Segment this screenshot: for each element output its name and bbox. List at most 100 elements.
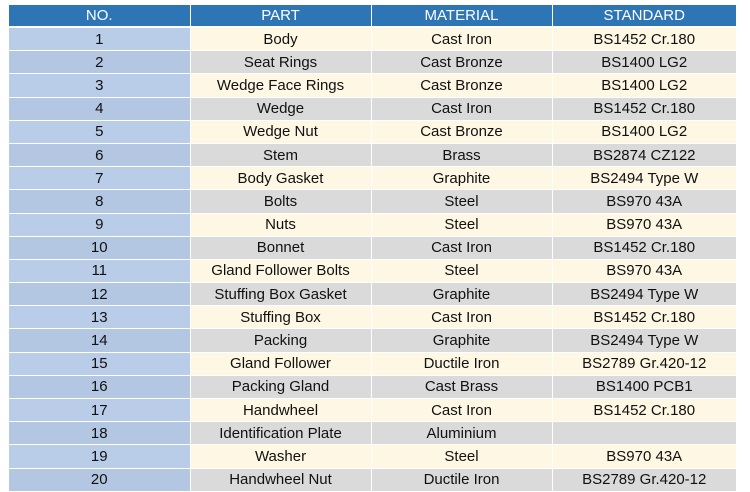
cell-material: Graphite bbox=[370, 166, 552, 191]
cell-no: 8 bbox=[9, 189, 190, 214]
table-row: 1 Body Cast Iron BS1452 Cr.180 bbox=[9, 27, 736, 52]
header-part: PART bbox=[189, 5, 371, 28]
cell-part: Body bbox=[189, 27, 371, 52]
table-row: 8 Bolts Steel BS970 43A bbox=[9, 189, 736, 214]
cell-no: 20 bbox=[9, 468, 190, 492]
cell-standard: BS970 43A bbox=[551, 213, 736, 237]
cell-no: 6 bbox=[9, 143, 190, 168]
cell-part: Wedge Face Rings bbox=[189, 73, 371, 98]
table-row: 3 Wedge Face Rings Cast Bronze BS1400 LG2 bbox=[9, 73, 736, 98]
table-header-row: NO. PART MATERIAL STANDARD bbox=[9, 5, 736, 28]
header-material: MATERIAL bbox=[370, 5, 552, 28]
table-row: 10 Bonnet Cast Iron BS1452 Cr.180 bbox=[9, 236, 736, 260]
cell-part: Packing bbox=[189, 328, 371, 353]
cell-no: 18 bbox=[9, 421, 190, 446]
cell-standard: BS970 43A bbox=[551, 189, 736, 214]
table-row: 5 Wedge Nut Cast Bronze BS1400 LG2 bbox=[9, 120, 736, 144]
cell-part: Gland Follower Bolts bbox=[189, 259, 371, 284]
cell-no: 9 bbox=[9, 213, 190, 237]
cell-no: 10 bbox=[9, 236, 190, 260]
cell-part: Identification Plate bbox=[189, 421, 371, 446]
cell-material: Cast Iron bbox=[370, 305, 552, 330]
header-no: NO. bbox=[9, 5, 190, 28]
cell-material: Ductile Iron bbox=[370, 468, 552, 492]
cell-part: Stuffing Box Gasket bbox=[189, 282, 371, 307]
cell-material: Cast Brass bbox=[370, 375, 552, 400]
cell-no: 19 bbox=[9, 444, 190, 469]
header-standard: STANDARD bbox=[551, 5, 736, 28]
cell-standard: BS970 43A bbox=[551, 444, 736, 469]
table-row: 7 Body Gasket Graphite BS2494 Type W bbox=[9, 166, 736, 191]
cell-no: 5 bbox=[9, 120, 190, 144]
cell-material: Graphite bbox=[370, 282, 552, 307]
cell-material: Cast Iron bbox=[370, 398, 552, 423]
cell-material: Steel bbox=[370, 213, 552, 237]
cell-standard: BS1452 Cr.180 bbox=[551, 236, 736, 260]
cell-part: Body Gasket bbox=[189, 166, 371, 191]
cell-part: Stem bbox=[189, 143, 371, 168]
cell-standard: BS1452 Cr.180 bbox=[551, 305, 736, 330]
cell-material: Cast Iron bbox=[370, 97, 552, 121]
cell-material: Graphite bbox=[370, 328, 552, 353]
table-row: 13 Stuffing Box Cast Iron BS1452 Cr.180 bbox=[9, 305, 736, 330]
cell-material: Brass bbox=[370, 143, 552, 168]
cell-material: Cast Bronze bbox=[370, 50, 552, 75]
table-row: 19 Washer Steel BS970 43A bbox=[9, 444, 736, 469]
table-row: 2 Seat Rings Cast Bronze BS1400 LG2 bbox=[9, 50, 736, 75]
cell-no: 1 bbox=[9, 27, 190, 52]
cell-no: 4 bbox=[9, 97, 190, 121]
cell-no: 11 bbox=[9, 259, 190, 284]
cell-material: Steel bbox=[370, 259, 552, 284]
cell-material: Aluminium bbox=[370, 421, 552, 446]
cell-part: Washer bbox=[189, 444, 371, 469]
cell-part: Nuts bbox=[189, 213, 371, 237]
cell-no: 16 bbox=[9, 375, 190, 400]
table-row: 15 Gland Follower Ductile Iron BS2789 Gr.42… bbox=[9, 352, 736, 376]
cell-standard: BS970 43A bbox=[551, 259, 736, 284]
bill-of-materials-table: NO. PART MATERIAL STANDARD 1 Body Cast Iro… bbox=[9, 5, 736, 492]
cell-no: 12 bbox=[9, 282, 190, 307]
cell-standard: BS2494 Type W bbox=[551, 328, 736, 353]
cell-part: Packing Gland bbox=[189, 375, 371, 400]
cell-standard: BS1452 Cr.180 bbox=[551, 97, 736, 121]
cell-standard: BS1452 Cr.180 bbox=[551, 398, 736, 423]
cell-no: 3 bbox=[9, 73, 190, 98]
cell-standard: BS2789 Gr.420-12 bbox=[551, 468, 736, 492]
cell-standard: BS2494 Type W bbox=[551, 282, 736, 307]
cell-material: Steel bbox=[370, 189, 552, 214]
cell-part: Stuffing Box bbox=[189, 305, 371, 330]
table-row: 17 Handwheel Cast Iron BS1452 Cr.180 bbox=[9, 398, 736, 423]
table-row: 6 Stem Brass BS2874 CZ122 bbox=[9, 143, 736, 168]
table-row: 12 Stuffing Box Gasket Graphite BS2494 Type… bbox=[9, 282, 736, 307]
cell-no: 2 bbox=[9, 50, 190, 75]
cell-no: 15 bbox=[9, 352, 190, 376]
cell-standard: BS2789 Gr.420-12 bbox=[551, 352, 736, 376]
table-row: 18 Identification Plate Aluminium bbox=[9, 421, 736, 446]
cell-part: Handwheel bbox=[189, 398, 371, 423]
table-row: 4 Wedge Cast Iron BS1452 Cr.180 bbox=[9, 97, 736, 121]
cell-standard: BS1400 LG2 bbox=[551, 50, 736, 75]
cell-part: Seat Rings bbox=[189, 50, 371, 75]
cell-no: 17 bbox=[9, 398, 190, 423]
cell-no: 14 bbox=[9, 328, 190, 353]
table-row: 11 Gland Follower Bolts Steel BS970 43A bbox=[9, 259, 736, 284]
cell-material: Cast Iron bbox=[370, 27, 552, 52]
table-body: 1 Body Cast Iron BS1452 Cr.180 2 Seat Rings Ca… bbox=[9, 27, 736, 492]
cell-part: Wedge bbox=[189, 97, 371, 121]
table-row: 16 Packing Gland Cast Brass BS1400 PCB1 bbox=[9, 375, 736, 400]
cell-material: Ductile Iron bbox=[370, 352, 552, 376]
table-row: 20 Handwheel Nut Ductile Iron BS2789 Gr.420… bbox=[9, 468, 736, 492]
cell-standard: BS1400 LG2 bbox=[551, 73, 736, 98]
cell-material: Cast Bronze bbox=[370, 120, 552, 144]
cell-part: Handwheel Nut bbox=[189, 468, 371, 492]
cell-material: Cast Iron bbox=[370, 236, 552, 260]
cell-no: 13 bbox=[9, 305, 190, 330]
cell-standard: BS2874 CZ122 bbox=[551, 143, 736, 168]
cell-part: Wedge Nut bbox=[189, 120, 371, 144]
cell-material: Cast Bronze bbox=[370, 73, 552, 98]
table-row: 14 Packing Graphite BS2494 Type W bbox=[9, 328, 736, 353]
cell-standard: BS1400 PCB1 bbox=[551, 375, 736, 400]
cell-standard: BS2494 Type W bbox=[551, 166, 736, 191]
cell-standard: BS1452 Cr.180 bbox=[551, 27, 736, 52]
cell-part: Bonnet bbox=[189, 236, 371, 260]
